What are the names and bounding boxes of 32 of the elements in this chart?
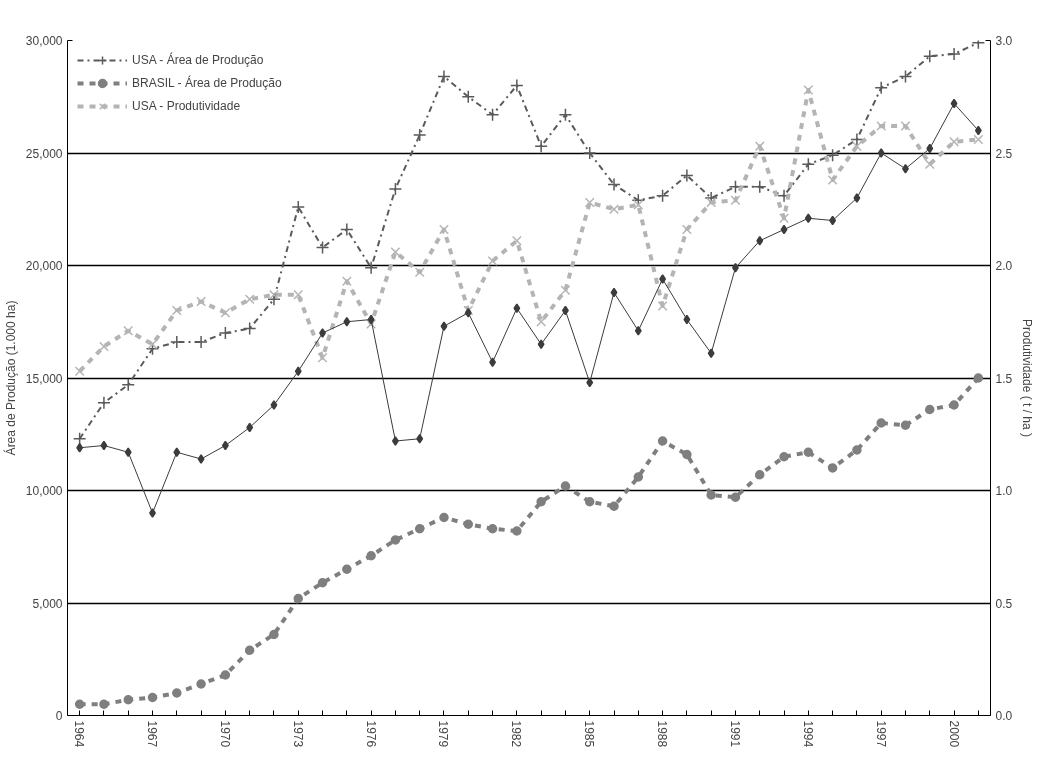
x-tick-label: 1967 (145, 720, 160, 748)
y-tick-label: 30,000 (25, 34, 63, 48)
y-tick-label: 10,000 (25, 484, 63, 498)
legend-label: BRASIL - Área de Produção (132, 76, 282, 90)
y2-axis-title: Produtividade ( t / ha ) (1020, 318, 1035, 438)
x-tick-label: 1979 (436, 720, 451, 748)
y2-tick-label: 0.5 (995, 596, 1013, 611)
y2-tick-label: 1.0 (995, 484, 1013, 498)
y-tick-label: 15,000 (25, 371, 63, 386)
legend-label: USA - Área de Produção (132, 53, 264, 67)
x-tick-label: 1973 (290, 720, 305, 748)
x-tick-label: 1988 (655, 720, 670, 748)
y2-tick-label: 2.0 (995, 259, 1013, 273)
y2-tick-label: 2.5 (995, 146, 1013, 161)
y-tick-label: 0 (55, 709, 63, 723)
y-tick-label: 5,000 (32, 596, 63, 611)
y-axis-title: Área de Produção (1.000 ha) (2, 300, 18, 456)
y2-tick-label: 0.0 (995, 709, 1013, 723)
x-tick-label: 1970 (217, 720, 232, 748)
legend-label: USA - Produtividade (132, 99, 241, 113)
y2-tick-label: 3.0 (995, 34, 1013, 48)
x-tick-label: 1997 (873, 720, 888, 748)
x-tick-label: 2000 (946, 720, 961, 748)
y-tick-label: 20,000 (25, 259, 63, 273)
x-tick-label: 1991 (727, 720, 742, 748)
x-tick-label: 1985 (582, 720, 597, 748)
x-tick-label: 1994 (800, 720, 815, 748)
y-tick-label: 25,000 (25, 146, 63, 161)
x-tick-label: 1964 (72, 720, 87, 748)
x-tick-label: 1976 (363, 720, 378, 748)
y2-tick-label: 1.5 (995, 371, 1013, 386)
x-tick-label: 1982 (509, 720, 524, 748)
